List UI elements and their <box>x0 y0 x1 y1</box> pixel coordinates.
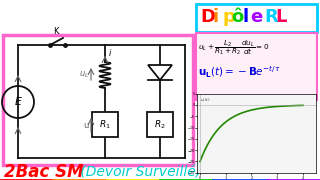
Text: $u_L(t)$: $u_L(t)$ <box>200 96 211 104</box>
FancyBboxPatch shape <box>196 33 317 100</box>
Text: (Devoir Surveillé): (Devoir Surveillé) <box>76 165 201 179</box>
Text: D: D <box>200 8 215 26</box>
Text: $R_1$: $R_1$ <box>99 119 111 131</box>
Text: $u_L + \dfrac{L_2}{R_1+R_2}\dfrac{du_L}{dt}=0$: $u_L + \dfrac{L_2}{R_1+R_2}\dfrac{du_L}{… <box>198 39 269 57</box>
Text: p: p <box>222 8 235 26</box>
Text: $u_L$: $u_L$ <box>79 70 89 80</box>
FancyBboxPatch shape <box>3 35 193 165</box>
Bar <box>147 112 173 137</box>
Text: l: l <box>242 8 248 26</box>
Text: u: u <box>84 120 89 129</box>
Bar <box>92 112 118 137</box>
Text: E: E <box>14 97 21 107</box>
Text: L: L <box>275 8 286 26</box>
Text: R: R <box>265 8 278 26</box>
Text: K: K <box>53 27 58 36</box>
FancyBboxPatch shape <box>196 4 317 32</box>
Text: e: e <box>251 8 263 26</box>
Text: ô: ô <box>231 8 244 26</box>
Text: 2Bac SM: 2Bac SM <box>4 163 84 180</box>
Text: $R_2$: $R_2$ <box>154 119 166 131</box>
Text: i: i <box>212 8 219 26</box>
Text: i: i <box>109 48 111 57</box>
Text: $\mathbf{u_L}(\mathit{t}) = -\mathbf{B}e^{-t/\tau}$: $\mathbf{u_L}(\mathit{t}) = -\mathbf{B}e… <box>198 64 281 80</box>
Polygon shape <box>148 65 172 80</box>
